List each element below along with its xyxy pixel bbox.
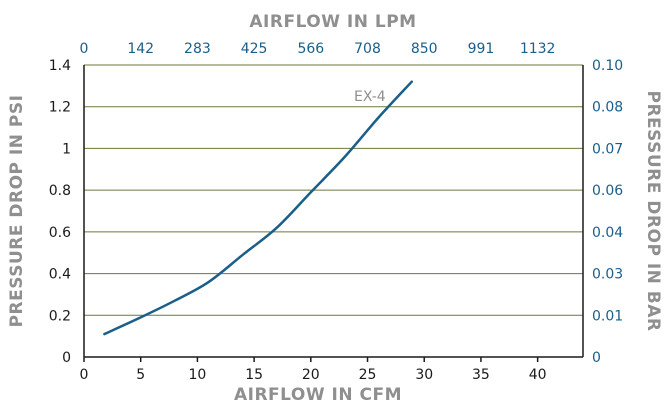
y-tick-label: 0.8 [49,183,71,199]
top-tick-label: 283 [184,41,211,57]
right-tick-label: 0.10 [592,58,623,74]
axes [83,65,584,362]
top-tick-label: 991 [468,41,495,57]
x-tick-label: 40 [529,367,547,383]
y-tick-label: 0 [62,350,71,366]
x-tick-label: 25 [359,367,377,383]
right-axis-title: PRESSURE DROP IN BAR [643,90,663,331]
x-tick-label: 0 [80,367,89,383]
grid-lines [84,64,583,316]
top-tick-label: 850 [411,41,438,57]
right-tick-label: 0.08 [592,100,623,116]
right-tick-label: 0.04 [592,225,623,241]
right-tick-label: 0.03 [592,267,623,283]
y-tick-label: 1.2 [49,100,71,116]
series-label-ex4: EX-4 [354,89,386,105]
top-tick-label: 425 [241,41,268,57]
x-tick-label: 10 [188,367,206,383]
top-tick-label: 1132 [520,41,556,57]
right-tick-label: 0.01 [592,308,623,324]
y-tick-label: 0.6 [49,225,71,241]
right-tick-label: 0 [592,350,601,366]
x-tick-label: 30 [415,367,433,383]
top-tick-label: 142 [127,41,154,57]
top-axis-title: AIRFLOW IN LPM [249,12,416,32]
series-lines [103,80,413,336]
bottom-axis-title: AIRFLOW IN CFM [234,385,402,405]
top-tick-label: 566 [297,41,324,57]
y-tick-label: 1.4 [49,58,71,74]
y-tick-label: 0.2 [49,308,71,324]
left-axis-title: PRESSURE DROP IN PSI [7,95,27,328]
x-tick-label: 35 [472,367,490,383]
x-tick-label: 15 [245,367,263,383]
top-tick-label: 0 [80,41,89,57]
x-tick-label: 20 [302,367,320,383]
y-tick-label: 1 [62,141,71,157]
x-tick-label: 5 [136,367,145,383]
tick-labels: 0 5 10 15 20 25 30 35 40 0 0.2 0.4 0.6 0.8 1 1.2 1.4 0 142… [49,41,624,383]
right-tick-label: 0.06 [592,183,623,199]
top-tick-label: 708 [354,41,381,57]
right-tick-label: 0.07 [592,141,623,157]
y-tick-label: 0.4 [49,267,71,283]
series-line-ex4 [103,80,413,336]
